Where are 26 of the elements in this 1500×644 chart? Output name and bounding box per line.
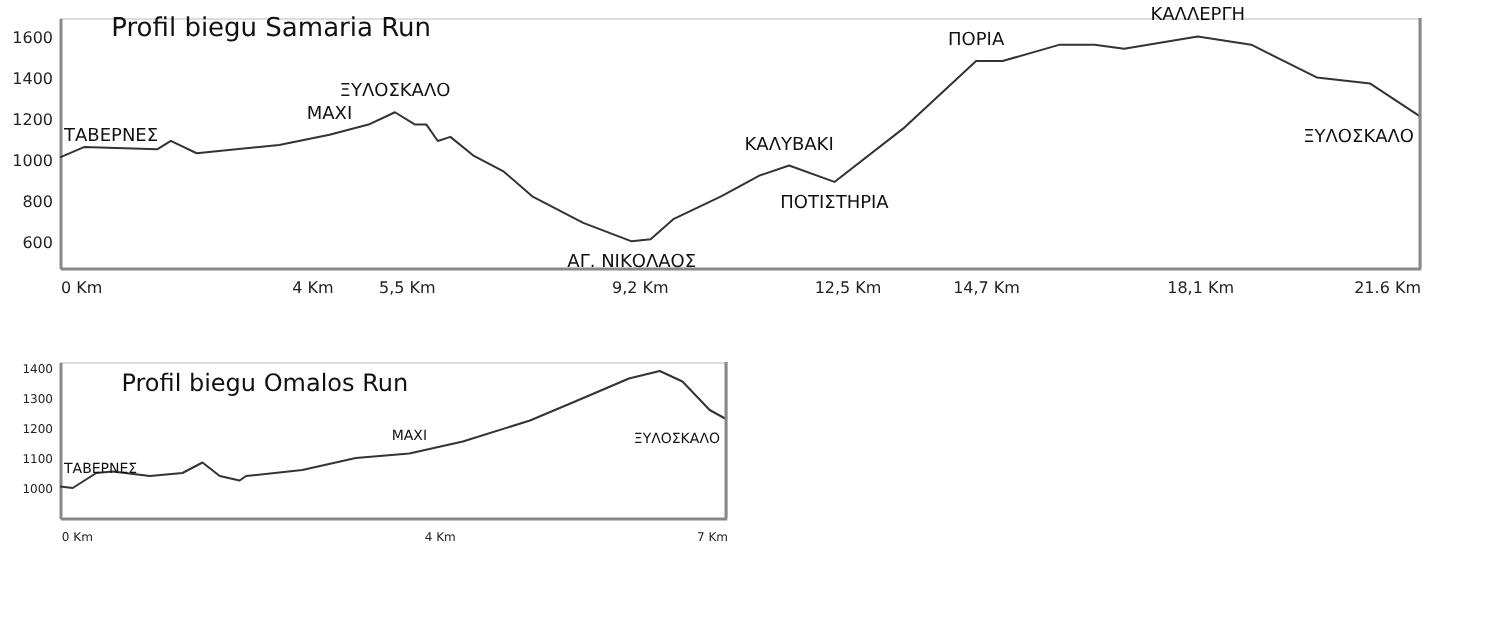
x-tick-label: 5,5 Km	[378, 279, 437, 297]
y-tick-label: 1000	[12, 152, 53, 171]
annotation: ΑΓ. ΝΙΚΟΛΑΟΣ	[567, 253, 697, 274]
y-tick-label: 1600	[12, 29, 53, 48]
chart-title: Profil biegu Samaria Run	[111, 14, 432, 45]
x-tick-label: 0 Km	[61, 279, 103, 297]
x-tick-label: 9,2 Km	[611, 279, 669, 297]
x-tick-label: 12,5 Km	[814, 279, 882, 297]
line-series	[59, 370, 727, 489]
y-tick-label: 800	[22, 193, 53, 212]
x-tick-label: 14,7 Km	[953, 279, 1021, 297]
x-tick-label: 4 Km	[292, 279, 334, 297]
x-tick-label: 21.6 Km	[1354, 279, 1422, 297]
annotation: ΠΟΡΙΑ	[948, 31, 1006, 52]
y-tick-label: 600	[22, 234, 53, 253]
annotation: ΞΥΛΟΣΚΑΛΟ	[339, 82, 451, 103]
annotation: ΚΑΛΛΕΡΓΗ	[1150, 6, 1246, 27]
annotation: ΤΑΒΕΡΝΕΣ	[62, 127, 159, 148]
annotation: ΜΑΧΙ	[306, 104, 353, 125]
chart-title: Profil biegu Omalos Run	[121, 368, 409, 397]
annotation: ΞΥΛΟΣΚΑΛΟ	[1303, 128, 1414, 149]
annotation: ΠΟΤΙΣΤΗΡΙΑ	[780, 193, 891, 214]
y-tick-label: 1200	[12, 111, 53, 130]
annotation: ΚΑΛΥΒΑΚΙ	[744, 135, 834, 156]
x-tick-label: 18,1 Km	[1167, 279, 1235, 297]
y-tick-label: 1400	[12, 70, 53, 89]
